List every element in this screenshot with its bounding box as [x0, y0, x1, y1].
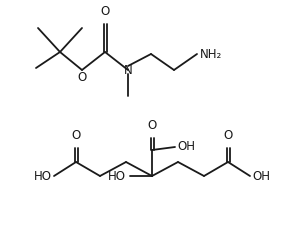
Text: OH: OH	[252, 169, 270, 182]
Text: HO: HO	[108, 169, 126, 182]
Text: NH₂: NH₂	[200, 48, 222, 61]
Text: O: O	[78, 71, 87, 84]
Text: OH: OH	[177, 140, 195, 154]
Text: N: N	[124, 64, 132, 76]
Text: HO: HO	[34, 169, 52, 182]
Text: O: O	[223, 129, 233, 142]
Text: O: O	[71, 129, 81, 142]
Text: O: O	[100, 5, 110, 18]
Text: O: O	[147, 119, 157, 132]
